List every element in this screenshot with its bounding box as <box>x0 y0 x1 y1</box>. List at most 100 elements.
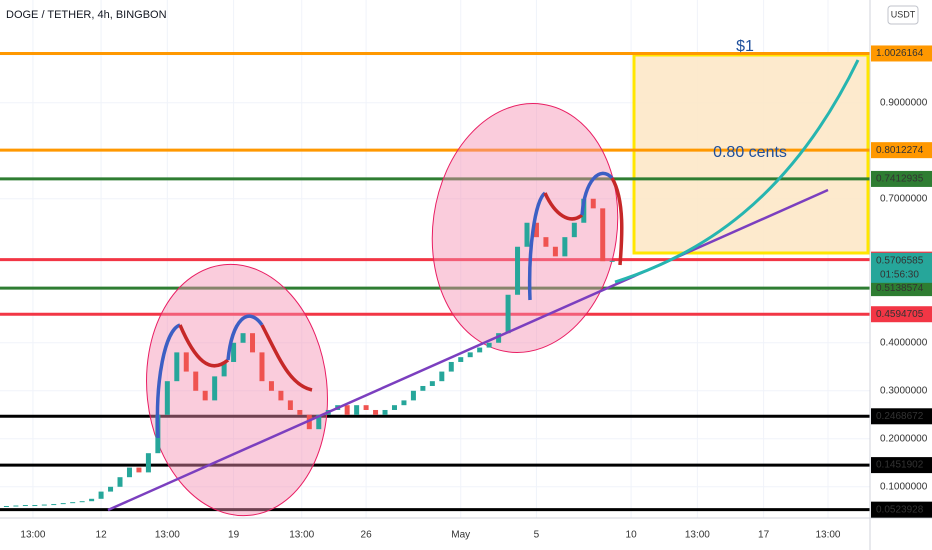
pattern-stroke <box>527 191 547 301</box>
price-label: 0.2468672 <box>876 411 924 422</box>
candle <box>221 361 227 377</box>
candle <box>344 405 350 415</box>
candle <box>89 498 95 502</box>
pattern-stroke <box>543 192 584 221</box>
price-label: 0.8012274 <box>876 145 924 156</box>
candle <box>145 453 151 473</box>
annotation: 0.80 cents <box>713 144 787 161</box>
price-label: 0.5138574 <box>876 283 924 294</box>
candle <box>202 390 208 401</box>
candle <box>515 246 521 295</box>
y-tick-label: 0.9000000 <box>880 97 928 108</box>
candle <box>590 198 596 209</box>
candle <box>32 505 38 507</box>
annotation: $1 <box>736 38 754 55</box>
pattern-stroke <box>610 177 624 266</box>
candle <box>410 390 416 401</box>
candle <box>571 222 577 238</box>
candle <box>268 381 274 391</box>
candle <box>354 405 360 415</box>
candle <box>543 237 549 247</box>
candle <box>22 505 28 507</box>
pattern-stroke <box>580 171 614 216</box>
candle <box>13 505 19 507</box>
candle <box>467 352 473 358</box>
candle <box>486 342 492 348</box>
price-label-bg <box>871 306 932 323</box>
price-label: 0.0523928 <box>876 504 924 515</box>
currency: USDT <box>891 9 916 19</box>
levels <box>0 51 870 512</box>
candle <box>250 333 256 353</box>
target-box <box>632 53 870 255</box>
y-tick-label: 0.2000000 <box>880 433 928 444</box>
candle <box>183 352 189 372</box>
candle <box>552 246 558 257</box>
price-label-bg <box>871 45 932 62</box>
x-tick-label: 13:00 <box>289 530 314 541</box>
pattern-stroke <box>260 324 313 392</box>
candle <box>240 333 246 343</box>
candle <box>3 505 9 507</box>
x-tick-label: 26 <box>361 530 373 541</box>
candle <box>477 347 483 353</box>
price-label-bg <box>871 170 932 187</box>
candle <box>373 409 379 415</box>
candle <box>306 414 312 430</box>
price-label-bg <box>871 280 932 297</box>
candle <box>496 333 502 343</box>
price-label: 0.7412935 <box>876 174 924 185</box>
y-tick-label: 0.1000000 <box>880 481 928 492</box>
candle <box>600 208 606 262</box>
candle <box>278 390 284 401</box>
x-tick-label: 19 <box>228 530 240 541</box>
x-tick-label: May <box>451 530 470 541</box>
candle <box>98 491 104 499</box>
current-price-bg <box>871 252 932 283</box>
candle <box>363 405 369 410</box>
candle <box>136 467 142 473</box>
candle <box>448 361 454 372</box>
candle <box>429 381 435 386</box>
price-label-bg <box>871 142 932 159</box>
candle <box>231 342 237 362</box>
price-label-bg <box>871 457 932 474</box>
price-label: 0.4594705 <box>876 309 924 320</box>
chart-title: DOGE / TETHER, 4h, BINGBON <box>6 9 167 21</box>
candle <box>79 501 85 503</box>
candle <box>439 371 445 382</box>
price-label: 0.1451902 <box>876 460 924 471</box>
pattern-stroke <box>226 314 264 361</box>
projection-curve <box>614 59 860 284</box>
candle <box>174 352 180 382</box>
x-tick-label: 5 <box>534 530 540 541</box>
candle <box>382 409 388 415</box>
candle <box>126 467 132 478</box>
candle <box>70 502 76 504</box>
price-label: 1.0026164 <box>876 48 924 59</box>
candle <box>524 222 530 247</box>
candle <box>60 503 66 505</box>
pattern-stroke <box>178 324 230 368</box>
candle <box>505 294 511 334</box>
candle <box>108 486 114 492</box>
candle <box>533 222 539 238</box>
x-tick-label: 10 <box>626 530 638 541</box>
x-tick-label: 17 <box>758 530 770 541</box>
candle <box>164 381 170 415</box>
candle <box>117 477 123 487</box>
candle <box>41 504 47 506</box>
current-price: 0.5706585 <box>876 255 924 266</box>
axis-labels: 0.1000000 0.2000000 0.3000000 0.4000000 0.70… <box>20 45 932 541</box>
candle <box>420 385 426 391</box>
candle <box>287 400 293 410</box>
candle <box>391 405 397 410</box>
x-tick-label: 13:00 <box>20 530 45 541</box>
pattern-ellipse <box>146 263 328 517</box>
candle <box>316 414 322 430</box>
price-label-bg <box>871 501 932 518</box>
candle <box>212 376 218 401</box>
candle <box>609 260 615 262</box>
y-tick-label: 0.7000000 <box>880 193 928 204</box>
